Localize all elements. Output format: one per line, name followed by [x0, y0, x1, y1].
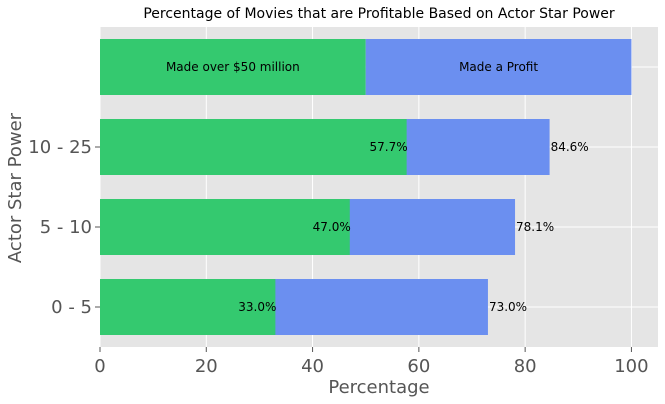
- chart-title: Percentage of Movies that are Profitable…: [143, 6, 615, 22]
- y-tick-label: 0 - 5: [51, 297, 92, 318]
- legend-bar-segment: [100, 39, 366, 95]
- bar-made-over-50-million: [100, 119, 407, 175]
- data-label-profit: 78.1%: [516, 220, 554, 234]
- data-label-profit: 73.0%: [489, 300, 527, 314]
- data-label-over-50-million: 57.7%: [370, 140, 408, 154]
- data-label-over-50-million: 47.0%: [313, 220, 351, 234]
- y-tick-label: 10 - 25: [28, 137, 92, 158]
- data-label-profit: 84.6%: [551, 140, 589, 154]
- x-tick-label: 20: [195, 356, 218, 377]
- legend-bar-segment: [365, 39, 632, 95]
- x-tick-label: 40: [301, 356, 324, 377]
- bars: [100, 39, 632, 335]
- x-axis-ticks: 0 20 40 60 80 100: [94, 347, 649, 377]
- x-axis-title: Percentage: [328, 377, 429, 398]
- x-tick-label: 0: [94, 356, 105, 377]
- y-axis-title: Actor Star Power: [5, 112, 26, 263]
- x-tick-label: 100: [614, 356, 648, 377]
- x-tick-label: 60: [407, 356, 430, 377]
- legend-bar-label: Made a Profit: [459, 60, 538, 74]
- data-label-over-50-million: 33.0%: [238, 300, 276, 314]
- bar-made-over-50-million: [100, 279, 276, 335]
- bar-made-over-50-million: [100, 199, 350, 255]
- x-tick-label: 80: [514, 356, 537, 377]
- data-labels: Made over $50 million Made a Profit 73.0% 3…: [166, 60, 589, 314]
- y-tick-label: 5 - 10: [40, 217, 92, 238]
- y-axis-ticks: 0 - 5 5 - 10 10 - 25: [28, 137, 100, 318]
- legend-bar-label: Made over $50 million: [166, 60, 300, 74]
